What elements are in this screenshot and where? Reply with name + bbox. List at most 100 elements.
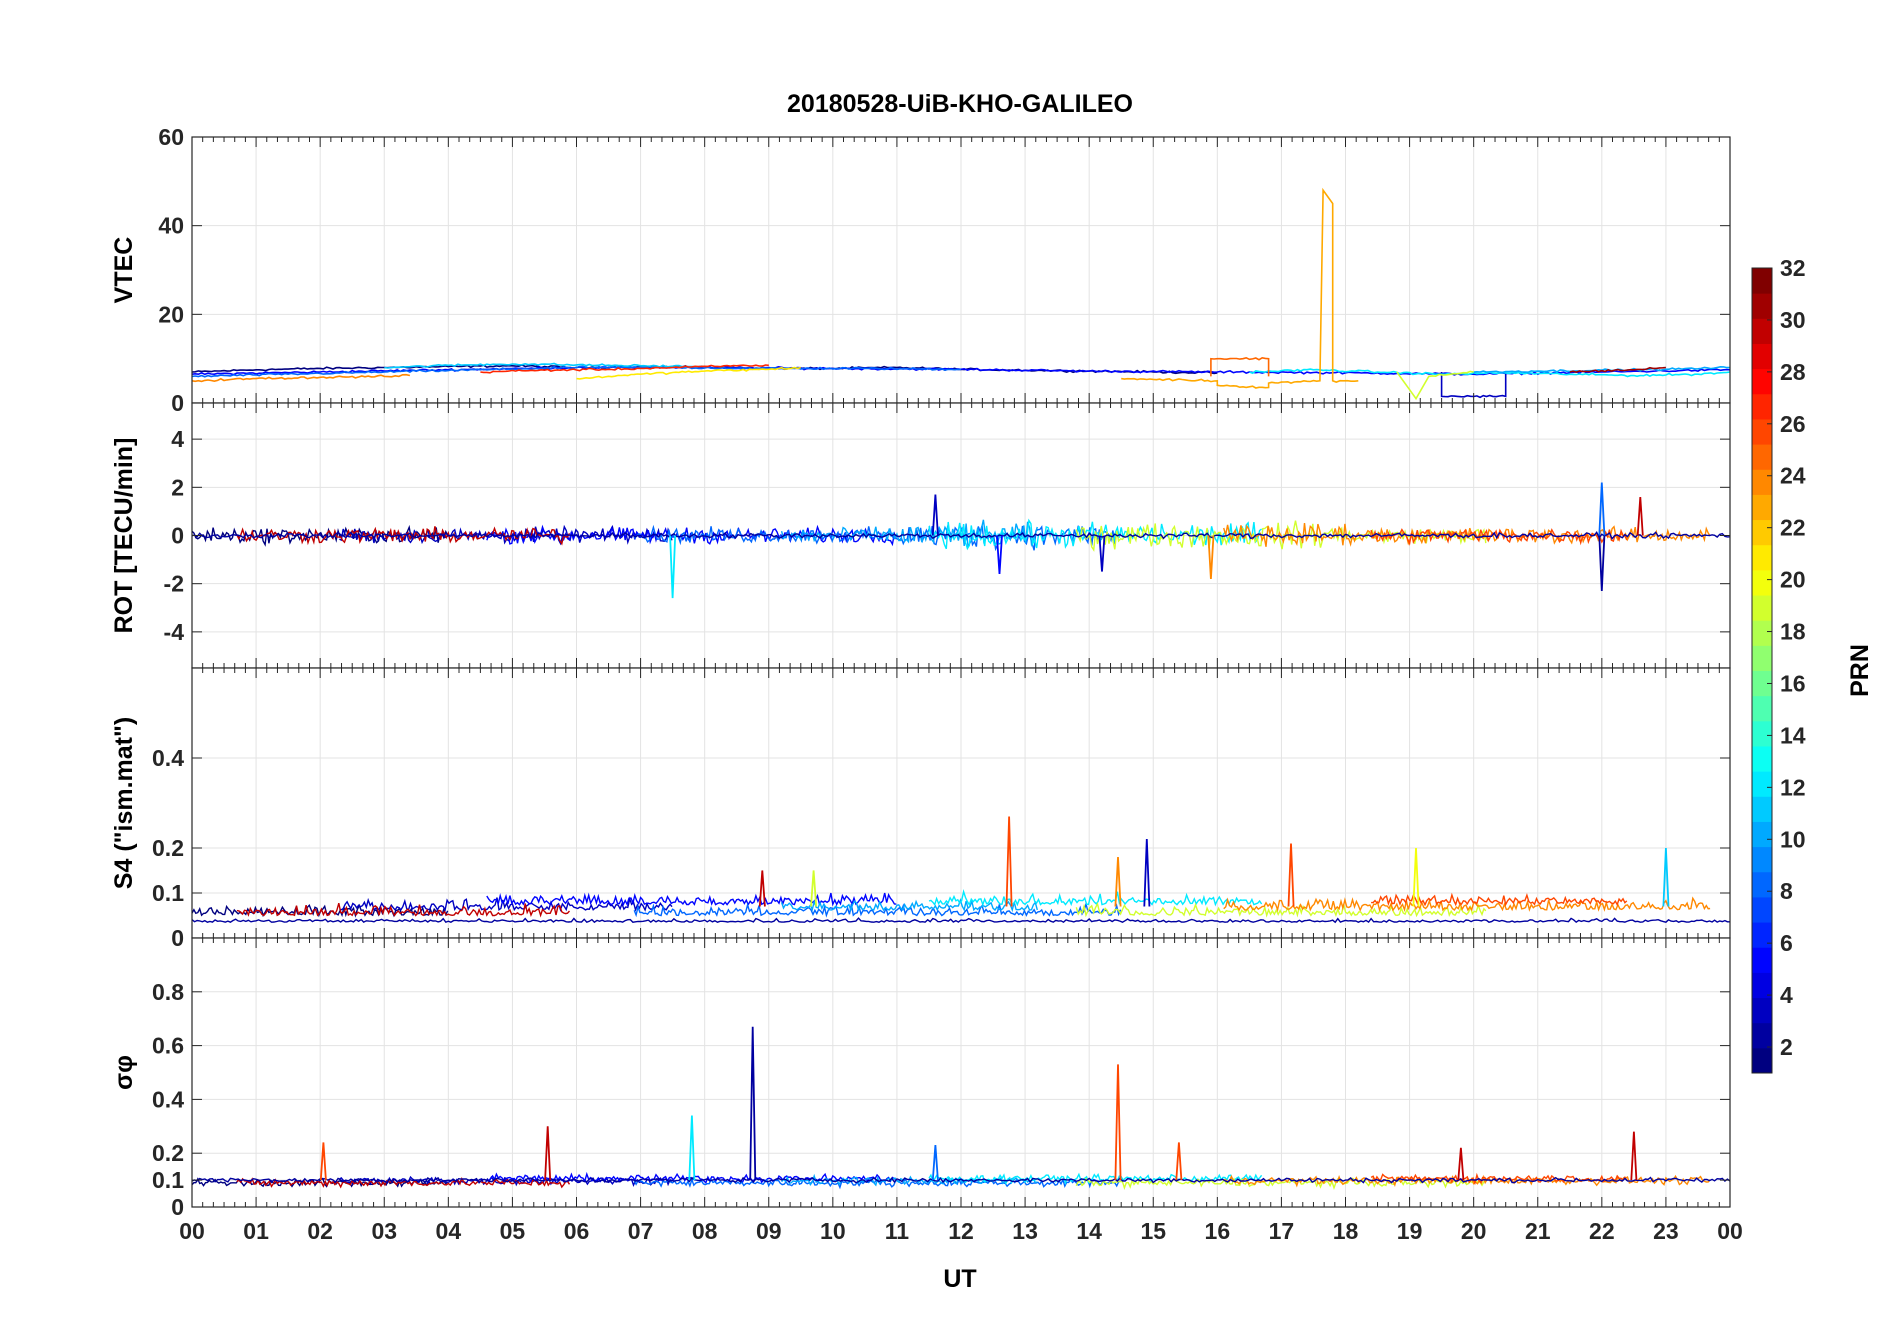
sigma_phi-spike-5 (319, 1142, 327, 1181)
rot-spike-5 (1598, 482, 1606, 536)
colorbar-segment (1752, 997, 1772, 1024)
s4-series-prn-5 (486, 892, 897, 907)
colorbar-segment (1752, 670, 1772, 697)
y-tick-label: 0 (171, 390, 184, 416)
sigma_phi-series-prn-12 (928, 1172, 1263, 1186)
y-tick-label: 0 (171, 523, 184, 549)
y-axis-label-sigma_phi: σφ (110, 1055, 138, 1090)
y-tick-label: 0 (171, 1194, 184, 1220)
colorbar-segment (1752, 871, 1772, 898)
x-tick-label: 05 (500, 1218, 526, 1244)
x-tick-label: 06 (564, 1218, 590, 1244)
x-tick-label: 00 (179, 1218, 205, 1244)
colorbar-segment (1752, 393, 1772, 420)
colorbar-segment (1752, 771, 1772, 797)
s4-series-prn-10 (780, 897, 1038, 913)
colorbar-segment (1752, 846, 1772, 873)
series-group (192, 1026, 1730, 1191)
sigma_phi-series-prn-1 (192, 1177, 449, 1188)
s4-spike-4 (1412, 847, 1420, 907)
y-axis-label-vtec: VTEC (110, 237, 138, 304)
sigma_phi-spike-6 (1175, 1142, 1183, 1181)
colorbar-segment (1752, 1022, 1772, 1049)
colorbar-segment (1752, 620, 1772, 646)
colorbar-segment (1752, 494, 1772, 521)
colorbar-tick-label: 30 (1780, 307, 1806, 333)
y-tick-label: 2 (171, 474, 184, 500)
vtec-series-prn-25 (1210, 356, 1270, 377)
vtec-series-prn-31 (1569, 366, 1666, 373)
s4-spike-5 (1662, 847, 1670, 907)
sigma_phi-spike-4 (1630, 1131, 1638, 1181)
colorbar-segment (1752, 293, 1772, 319)
x-tick-label: 18 (1333, 1218, 1359, 1244)
series-group (192, 482, 1730, 599)
colorbar-segment (1752, 645, 1772, 671)
x-tick-label: 12 (948, 1218, 974, 1244)
colorbar-segment (1752, 972, 1772, 999)
sigma_phi-spike-7 (931, 1145, 939, 1181)
x-tick-label: 08 (692, 1218, 718, 1244)
sigma_phi-series-prn-30 (236, 1176, 571, 1189)
colorbar-segment (1752, 720, 1772, 747)
x-tick-label: 17 (1269, 1218, 1295, 1244)
y-axis-label-s4: S4 ("ism.mat") (110, 717, 138, 889)
vtec-series-prn-23 (1121, 187, 1359, 389)
y-tick-label: 20 (158, 301, 184, 327)
x-axis-label: UT (943, 1265, 976, 1293)
sigma_phi-spike-3 (544, 1126, 552, 1181)
x-tick-label: 16 (1205, 1218, 1231, 1244)
y-tick-label: -4 (164, 619, 185, 645)
y-tick-label: 0.1 (152, 880, 184, 906)
y-axis-label-rot: ROT [TECU/min] (110, 438, 138, 634)
colorbar-segment (1752, 519, 1772, 546)
colorbar-tick-label: 2 (1780, 1034, 1793, 1060)
s4-spike-2 (1143, 838, 1151, 907)
series-group (192, 187, 1730, 401)
rot-spike-2 (996, 535, 1003, 575)
y-tick-label: 4 (171, 426, 184, 452)
x-tick-label: 22 (1589, 1218, 1615, 1244)
panel-rot: -4 -2 0 2 4 ROT [TECU/min] (110, 402, 1731, 669)
vtec-series-prn-8 (192, 365, 962, 378)
colorbar-tick-label: 20 (1780, 567, 1806, 593)
s4-spike-3 (1287, 843, 1295, 907)
x-tick-label: 04 (436, 1218, 462, 1244)
rot-spike-1 (931, 494, 939, 536)
colorbar-segment (1752, 318, 1772, 344)
x-tick-label: 10 (820, 1218, 846, 1244)
colorbar-label: PRN (1846, 644, 1874, 697)
colorbar-segment (1752, 947, 1772, 973)
colorbar-segment (1752, 821, 1772, 848)
x-tick-label: 02 (307, 1218, 333, 1244)
colorbar-tick-label: 12 (1780, 774, 1806, 800)
s4-series-prn-24 (1223, 896, 1711, 913)
y-tick-label: 0 (171, 925, 184, 951)
colorbar-segment (1752, 268, 1772, 294)
colorbar-tick-label: 14 (1780, 722, 1806, 748)
s4-series-prn-3 (339, 896, 673, 913)
rot-spike-6 (1598, 535, 1606, 591)
colorbar-segment (1752, 418, 1772, 445)
x-ticks (191, 668, 1731, 938)
rot-spike-3 (1098, 535, 1106, 572)
s4-series-prn-12 (928, 889, 1263, 907)
colorbar-segment (1752, 469, 1772, 495)
colorbar-segment (1752, 368, 1772, 395)
colorbar-segment (1752, 569, 1772, 596)
x-tick-label: 01 (243, 1218, 269, 1244)
chart-title: 20180528-UiB-KHO-GALILEO (787, 90, 1133, 118)
s4-series-prn-30 (236, 903, 571, 918)
colorbar-tick-label: 28 (1780, 359, 1806, 385)
y-tick-label: 0.2 (152, 835, 184, 861)
colorbar-tick-label: 24 (1780, 463, 1806, 489)
vtec-series-prn-27 (480, 364, 769, 374)
x-ticks (191, 938, 1731, 1207)
sigma_phi-spike-0 (749, 1026, 757, 1181)
x-tick-label: 20 (1461, 1218, 1487, 1244)
s4-spike-1 (1114, 856, 1122, 907)
vtec-series-prn-19 (1396, 370, 1474, 401)
y-tick-label: 0.1 (152, 1167, 184, 1193)
y-tick-label: 0.2 (152, 1140, 184, 1166)
